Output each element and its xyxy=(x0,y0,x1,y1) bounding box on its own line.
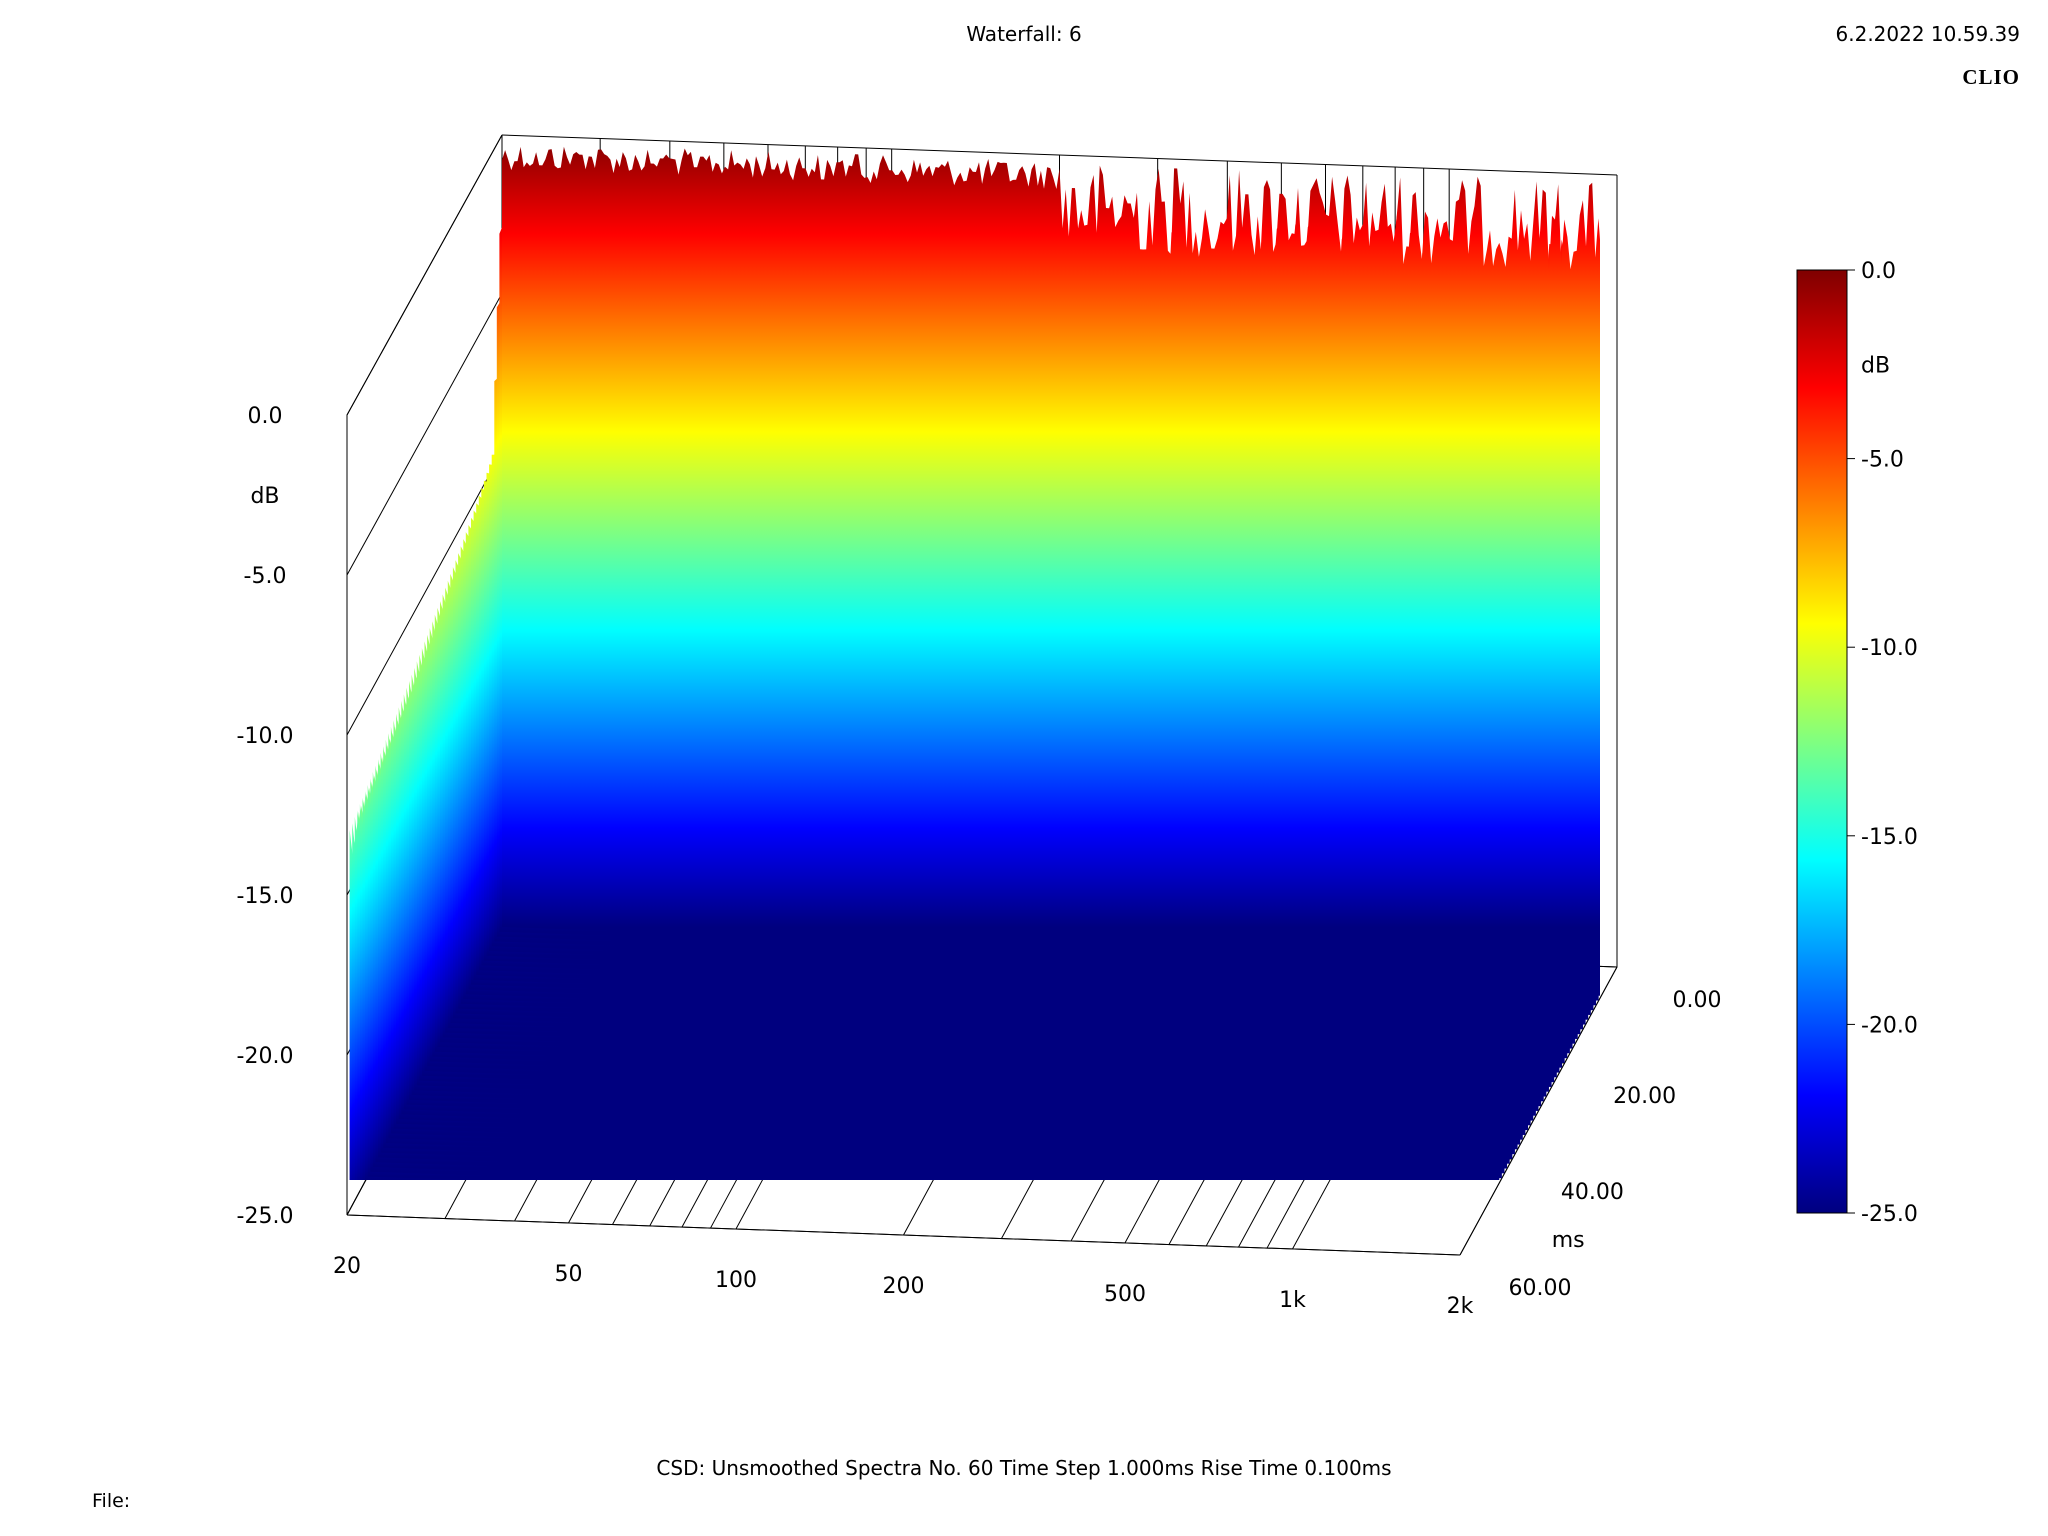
left-wall-gridline xyxy=(346,293,503,576)
x-tick-label: 200 xyxy=(883,1274,925,1299)
csd-settings-line: CSD: Unsmoothed Spectra No. 60 Time Step… xyxy=(656,1456,1392,1480)
y-axis-ticks: 0.0 -5.0 -10.0 -15.0 -20.0 -25.0 dB xyxy=(237,404,294,1229)
colorbar xyxy=(1796,269,1848,1214)
x-tick-label: 50 xyxy=(554,1262,582,1287)
y-tick-label: -20.0 xyxy=(237,1044,294,1069)
z-axis-unit-label: ms xyxy=(1552,1228,1585,1253)
colorbar-tick-label: -10.0 xyxy=(1861,636,1918,661)
colorbar-rect xyxy=(1796,269,1848,1214)
z-tick-label: 40.00 xyxy=(1561,1180,1624,1205)
z-tick-label: 20.00 xyxy=(1613,1084,1676,1109)
x-tick-label: 500 xyxy=(1104,1282,1146,1307)
file-label: File: xyxy=(92,1490,131,1512)
y-tick-label: -10.0 xyxy=(237,724,294,749)
x-tick-label: 20 xyxy=(333,1254,361,1279)
waterfall-surface xyxy=(349,146,1600,1180)
colorbar-ticks: 0.0 -5.0 -10.0 -15.0 -20.0 -25.0 dB xyxy=(1847,259,1918,1227)
colorbar-tick-label: -20.0 xyxy=(1861,1013,1918,1038)
spectrum-slice xyxy=(502,146,1600,967)
y-tick-label: -15.0 xyxy=(237,884,294,909)
colorbar-tick-label: 0.0 xyxy=(1861,259,1896,284)
floor-time-gridline xyxy=(346,1214,1461,1256)
colorbar-tick-label: -5.0 xyxy=(1861,448,1904,473)
left-wall-gridline xyxy=(346,134,503,416)
y-tick-label: -25.0 xyxy=(237,1204,294,1229)
x-tick-label: 2k xyxy=(1447,1294,1474,1319)
x-tick-label: 1k xyxy=(1279,1288,1306,1313)
x-tick-label: 100 xyxy=(715,1268,757,1293)
brand-logo-text: CLIO xyxy=(1962,65,2020,89)
z-axis-ticks: 0.00 20.00 40.00 60.00 ms xyxy=(1509,988,1722,1301)
y-tick-label: 0.0 xyxy=(248,404,283,429)
x-axis-ticks: 20 50 100 200 500 1k 2k xyxy=(333,1254,1474,1319)
y-tick-label: -5.0 xyxy=(244,564,287,589)
colorbar-tick-label: -25.0 xyxy=(1861,1202,1918,1227)
y-axis-unit-label: dB xyxy=(250,484,279,509)
left-wall-gridline xyxy=(346,451,503,736)
z-tick-label: 0.00 xyxy=(1673,988,1722,1013)
colorbar-tick-label: -15.0 xyxy=(1861,825,1918,850)
colorbar-unit-label: dB xyxy=(1861,353,1890,378)
chart-title: Waterfall: 6 xyxy=(966,22,1082,46)
z-tick-label: 60.00 xyxy=(1509,1276,1572,1301)
timestamp: 6.2.2022 10.59.39 xyxy=(1835,22,2020,46)
